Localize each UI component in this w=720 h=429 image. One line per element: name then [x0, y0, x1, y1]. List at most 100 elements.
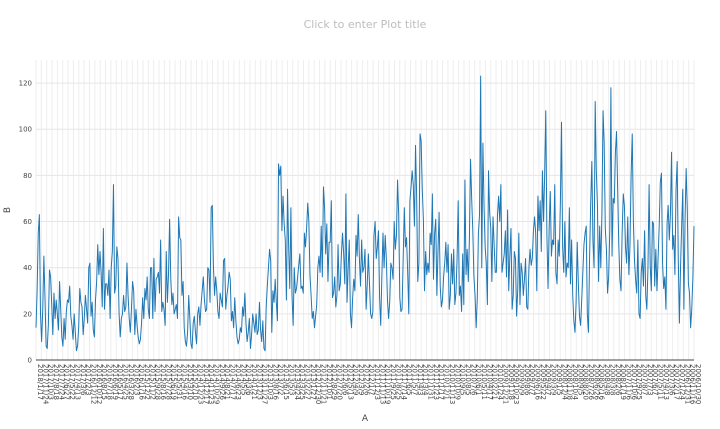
- x-tick-label: 2013/5/3: [287, 364, 295, 395]
- y-axis-ticks: 0 20 40 60 80 100 120: [19, 80, 32, 365]
- x-tick-label: 2008/1/19: [619, 364, 627, 400]
- x-tick-label: 2007/2/17: [673, 364, 681, 400]
- x-tick-label: 2015/5/31: [175, 364, 183, 400]
- x-tick-label: 2016/12/12: [89, 364, 97, 404]
- x-tick-label: 2009/9/9: [517, 364, 525, 395]
- y-tick-label: 20: [23, 310, 32, 318]
- x-tick-label: 2008/5/16: [598, 364, 606, 400]
- x-tick-label: 2008/2/6: [614, 364, 622, 396]
- x-tick-label: 2014/12/17: [202, 364, 210, 404]
- x-tick-label: 2017/7/24: [57, 364, 65, 400]
- x-tick-label: 2010/9/5: [459, 364, 467, 395]
- x-tick-label: 2013/11/27: [261, 364, 269, 404]
- x-tick-label: 2008/6/26: [592, 364, 600, 400]
- x-tick-label: 2007/6/7: [651, 364, 659, 395]
- x-tick-label: 2006/12/31: [683, 364, 691, 404]
- x-tick-label: 2010/5/11: [480, 364, 488, 400]
- x-tick-label: 2014/5/5: [239, 364, 247, 395]
- x-tick-label: 2015/4/16: [180, 364, 188, 400]
- x-tick-label: 2012/11/21: [320, 364, 328, 404]
- x-tick-label: 2009/10/23: [512, 364, 520, 404]
- x-tick-label: 2007/4/13: [662, 364, 670, 400]
- x-tick-label: 2010/7/6: [469, 364, 477, 396]
- y-tick-label: 60: [23, 218, 32, 226]
- x-tick-label: 2011/10/19: [384, 364, 392, 404]
- x-tick-label: 2015/9/28: [154, 364, 162, 400]
- x-tick-label: 2009/12/21: [501, 364, 509, 404]
- x-tick-label: 2011/6/5: [405, 364, 413, 395]
- x-tick-label: 2010/4/17: [485, 364, 493, 400]
- x-tick-label: 2010/10/9: [453, 364, 461, 400]
- x-tick-label: 2014/3/6: [245, 364, 253, 396]
- x-tick-label: 2008/9/5: [576, 364, 584, 395]
- x-tick-label: 2013/10/3: [266, 364, 274, 400]
- x-tick-label: 2007/10/6: [630, 364, 638, 400]
- x-tick-label: 2018/1/17: [36, 364, 44, 400]
- x-tick-label: 2013/8/16: [271, 364, 279, 400]
- plot-title-placeholder[interactable]: Click to enter Plot title: [304, 18, 427, 31]
- x-tick-label: 2011/8/25: [394, 364, 402, 400]
- x-tick-label: 2016/1/16: [138, 364, 146, 400]
- x-tick-label: 2013/4/24: [293, 364, 301, 400]
- x-tick-label: 2010/2/21: [491, 364, 499, 400]
- x-tick-label: 2014/12/23: [196, 364, 204, 404]
- x-tick-label: 2015/12/2: [143, 364, 151, 400]
- x-tick-label: 2013/6/15: [282, 364, 290, 400]
- x-tick-label: 2011/1/31: [427, 364, 435, 400]
- x-tick-label: 2007/1/24: [678, 364, 686, 400]
- x-tick-label: 2017/11/24: [41, 364, 49, 405]
- series-line-0[interactable]: [35, 75, 695, 352]
- x-tick-label: 2010/8/5: [464, 364, 472, 395]
- x-tick-label: 2012/4/9: [352, 364, 360, 395]
- x-tick-label: 2007/5/11: [657, 364, 665, 400]
- x-tick-label: 2014/8/21: [223, 364, 231, 400]
- x-tick-label: 2008/4/8: [603, 364, 611, 395]
- x-tick-label: 2013/7/2: [277, 364, 285, 395]
- x-tick-label: 2016/8/15: [100, 364, 108, 400]
- x-tick-label: 2014/11/23: [207, 364, 215, 404]
- x-tick-label: 2016/5/17: [116, 364, 124, 400]
- x-axis-ticks: 2018/1/172017/11/242017/10/32017/8/18201…: [36, 364, 702, 405]
- x-tick-label: 2009/3/9: [550, 364, 558, 395]
- x-tick-label: 2015/3/10: [186, 364, 194, 400]
- x-tick-label: 2011/1/23: [432, 364, 440, 400]
- x-tick-label: 2009/6/16: [534, 364, 542, 400]
- y-tick-label: 100: [19, 126, 32, 134]
- series-layer: [35, 75, 695, 352]
- x-tick-label: 2016/7/18: [106, 364, 114, 400]
- x-tick-label: 2008/8/20: [582, 364, 590, 400]
- x-tick-label: 2011/4/3: [416, 364, 424, 395]
- x-tick-label: 2014/9/26: [218, 364, 226, 400]
- x-tick-label: 2011/1/17: [437, 364, 445, 400]
- x-tick-label: 2010/6/1: [475, 364, 483, 395]
- x-tick-label: 2007/8/7: [641, 364, 649, 395]
- x-tick-label: 2011/7/14: [400, 364, 408, 400]
- x-tick-label: 2011/5/7: [410, 364, 418, 395]
- x-tick-label: 2016/6/19: [111, 364, 119, 400]
- x-tick-label: 2017/6/27: [63, 364, 71, 400]
- y-axis-title[interactable]: B: [3, 207, 13, 213]
- x-axis-title[interactable]: A: [362, 414, 369, 424]
- x-tick-label: 2009/11/8: [507, 364, 515, 400]
- x-tick-label: 2017/10/3: [47, 364, 55, 400]
- x-tick-label: 2017/3/6: [79, 364, 87, 396]
- x-tick-label: 2012/1/7: [368, 364, 376, 395]
- x-tick-label: 2006/11/16: [689, 364, 697, 405]
- y-tick-label: 0: [28, 357, 32, 365]
- x-tick-label: 2008/3/8: [608, 364, 616, 395]
- x-tick-label: 2012/3/9: [357, 364, 365, 395]
- x-tick-label: 2012/2/6: [362, 364, 370, 396]
- y-tick-label: 120: [19, 80, 32, 88]
- x-tick-label: 2015/6/19: [170, 364, 178, 400]
- x-tick-label: 2012/5/13: [346, 364, 354, 400]
- x-tick-label: 2008/12/4: [560, 364, 568, 400]
- x-tick-label: 2012/8/29: [330, 364, 338, 400]
- x-tick-label: 2014/1/21: [250, 364, 258, 400]
- x-tick-label: 2016/3/28: [127, 364, 135, 400]
- x-tick-label: 2012/12/30: [314, 364, 322, 404]
- x-tick-label: 2017/4/13: [73, 364, 81, 400]
- x-tick-label: 2007/9/25: [635, 364, 643, 400]
- x-tick-label: 2007/3/6: [667, 364, 675, 396]
- x-tick-label: 2015/7/28: [164, 364, 172, 400]
- x-tick-label: 2011/11/13: [378, 364, 386, 404]
